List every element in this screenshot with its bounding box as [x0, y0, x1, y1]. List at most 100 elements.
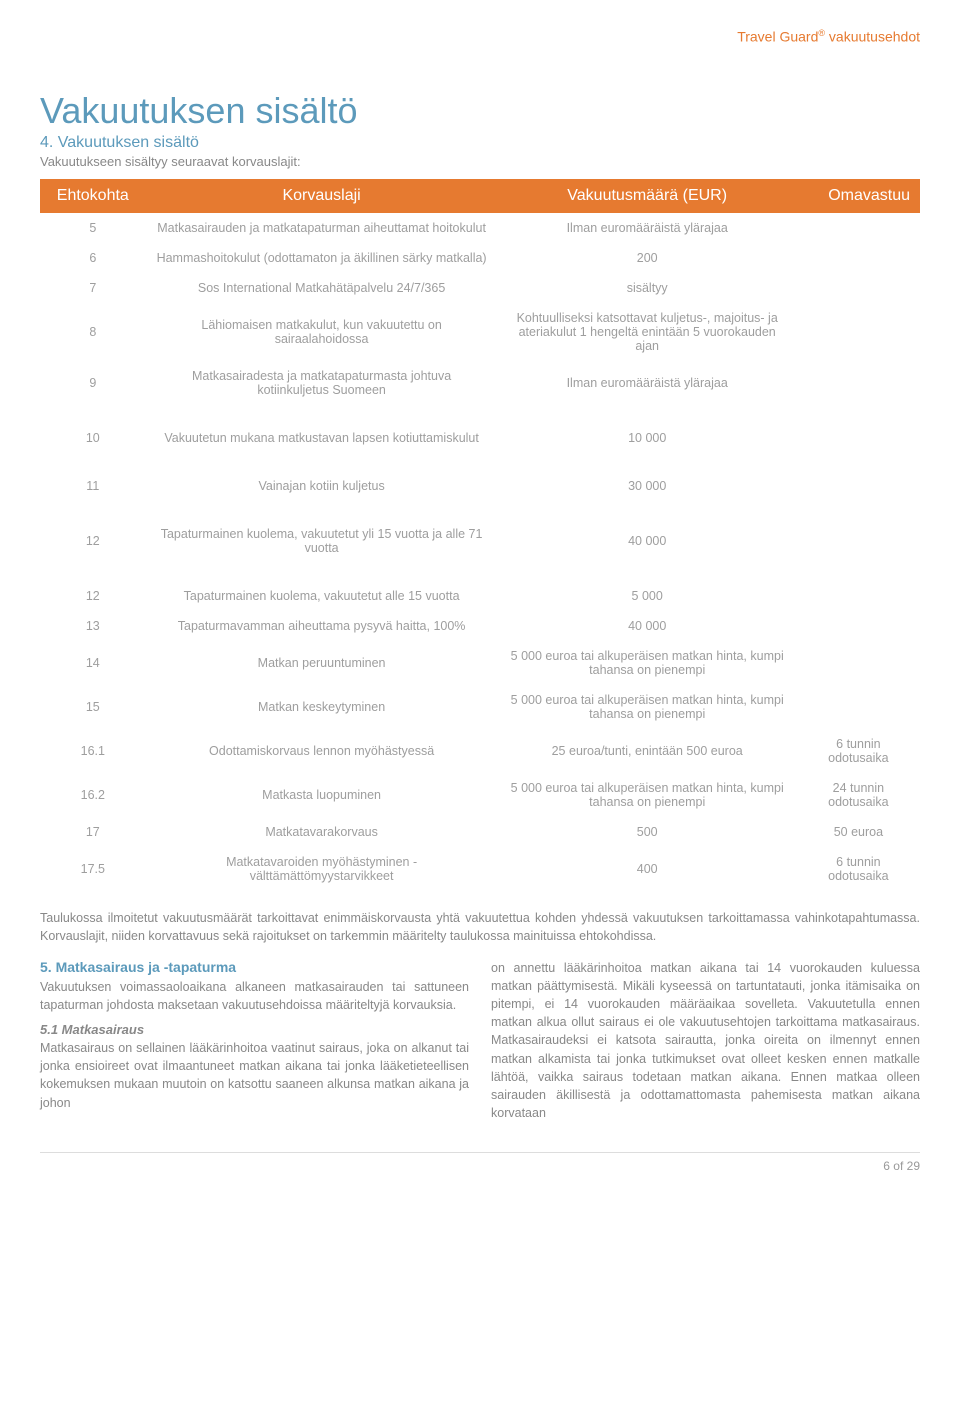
cell-c4 [797, 273, 920, 303]
table-row [40, 405, 920, 423]
cell-c4 [797, 611, 920, 641]
brand-name: Travel Guard [737, 29, 818, 45]
page-title: Vakuutuksen sisältö [40, 90, 920, 132]
cell-c1: 9 [40, 361, 146, 405]
table-footnote: Taulukossa ilmoitetut vakuutusmäärät tar… [40, 909, 920, 945]
coverage-tbody: 5Matkasairauden ja matkatapaturman aiheu… [40, 213, 920, 891]
cell-c4 [797, 423, 920, 453]
cell-c1: 14 [40, 641, 146, 685]
cell-c2: Matkatavarakorvaus [146, 817, 498, 847]
cell-c1: 13 [40, 611, 146, 641]
cell-c2: Vakuutetun mukana matkustavan lapsen kot… [146, 423, 498, 453]
cell-c4 [797, 471, 920, 501]
cell-c3: 400 [498, 847, 797, 891]
table-row: 17Matkatavarakorvaus50050 euroa [40, 817, 920, 847]
cell-c3: 5 000 euroa tai alkuperäisen matkan hint… [498, 641, 797, 685]
cell-c2: Sos International Matkahätäpalvelu 24/7/… [146, 273, 498, 303]
th-omavastuu: Omavastuu [797, 179, 920, 213]
cell-c3: 500 [498, 817, 797, 847]
table-row: 7Sos International Matkahätäpalvelu 24/7… [40, 273, 920, 303]
table-row: 13Tapaturmavamman aiheuttama pysyvä hait… [40, 611, 920, 641]
table-row: 5Matkasairauden ja matkatapaturman aiheu… [40, 213, 920, 243]
cell-c3: Ilman euromääräistä ylärajaa [498, 213, 797, 243]
cell-c1: 8 [40, 303, 146, 361]
cell-c2: Hammashoitokulut (odottamaton ja äkillin… [146, 243, 498, 273]
table-row: 11Vainajan kotiin kuljetus30 000 [40, 471, 920, 501]
cell-c1: 17 [40, 817, 146, 847]
table-row: 12Tapaturmainen kuolema, vakuutetut yli … [40, 519, 920, 563]
cell-c4: 24 tunnin odotusaika [797, 773, 920, 817]
cell-c1: 5 [40, 213, 146, 243]
cell-c3: 10 000 [498, 423, 797, 453]
cell-c1: 10 [40, 423, 146, 453]
cell-c3: Ilman euromääräistä ylärajaa [498, 361, 797, 405]
spacer-cell [40, 501, 920, 519]
cell-c3: 200 [498, 243, 797, 273]
section-5-1-title: 5.1 Matkasairaus [40, 1022, 469, 1037]
table-row [40, 453, 920, 471]
cell-c1: 15 [40, 685, 146, 729]
spacer-cell [40, 405, 920, 423]
header-brand-line: Travel Guard® vakuutusehdot [40, 28, 920, 45]
cell-c2: Tapaturmavamman aiheuttama pysyvä haitta… [146, 611, 498, 641]
left-column: 5. Matkasairaus ja -tapaturma Vakuutukse… [40, 959, 469, 1122]
section-4-desc: Vakuutukseen sisältyy seuraavat korvausl… [40, 154, 920, 169]
cell-c4 [797, 303, 920, 361]
table-row: 16.1Odottamiskorvaus lennon myöhästyessä… [40, 729, 920, 773]
cell-c1: 7 [40, 273, 146, 303]
cell-c2: Matkasta luopuminen [146, 773, 498, 817]
cell-c1: 16.1 [40, 729, 146, 773]
th-korvauslaji: Korvauslaji [146, 179, 498, 213]
cell-c1: 12 [40, 519, 146, 563]
cell-c2: Tapaturmainen kuolema, vakuutetut alle 1… [146, 581, 498, 611]
cell-c1: 6 [40, 243, 146, 273]
table-row: 10Vakuutetun mukana matkustavan lapsen k… [40, 423, 920, 453]
cell-c2: Matkatavaroiden myöhästyminen - välttämä… [146, 847, 498, 891]
table-row: 12Tapaturmainen kuolema, vakuutetut alle… [40, 581, 920, 611]
cell-c1: 17.5 [40, 847, 146, 891]
cell-c3: 25 euroa/tunti, enintään 500 euroa [498, 729, 797, 773]
cell-c2: Matkasairauden ja matkatapaturman aiheut… [146, 213, 498, 243]
cell-c2: Matkan peruuntuminen [146, 641, 498, 685]
cell-c4: 6 tunnin odotusaika [797, 729, 920, 773]
cell-c1: 16.2 [40, 773, 146, 817]
cell-c3: 30 000 [498, 471, 797, 501]
brand-suffix: vakuutusehdot [825, 29, 920, 45]
cell-c4 [797, 243, 920, 273]
right-column: on annettu lääkärinhoitoa matkan aikana … [491, 959, 920, 1122]
coverage-table: Ehtokohta Korvauslaji Vakuutusmäärä (EUR… [40, 179, 920, 891]
cell-c4 [797, 581, 920, 611]
cell-c4 [797, 685, 920, 729]
cell-c2: Matkan keskeytyminen [146, 685, 498, 729]
section-5-1-text: Matkasairaus on sellainen lääkärinhoitoa… [40, 1039, 469, 1112]
table-row: 15Matkan keskeytyminen5 000 euroa tai al… [40, 685, 920, 729]
table-row: 16.2Matkasta luopuminen5 000 euroa tai a… [40, 773, 920, 817]
spacer-cell [40, 453, 920, 471]
cell-c3: 5 000 euroa tai alkuperäisen matkan hint… [498, 685, 797, 729]
two-column-body: 5. Matkasairaus ja -tapaturma Vakuutukse… [40, 959, 920, 1122]
table-row: 6Hammashoitokulut (odottamaton ja äkilli… [40, 243, 920, 273]
table-row [40, 501, 920, 519]
page-footer: 6 of 29 [40, 1152, 920, 1173]
page-root: Travel Guard® vakuutusehdot Vakuutuksen … [0, 0, 960, 1198]
cell-c3: 40 000 [498, 519, 797, 563]
th-ehtokohta: Ehtokohta [40, 179, 146, 213]
section-5-right-text: on annettu lääkärinhoitoa matkan aikana … [491, 959, 920, 1122]
table-row [40, 563, 920, 581]
cell-c4 [797, 641, 920, 685]
cell-c2: Vainajan kotiin kuljetus [146, 471, 498, 501]
section-5-p1: Vakuutuksen voimassaoloaikana alkaneen m… [40, 978, 469, 1014]
section-4-title: 4. Vakuutuksen sisältö [40, 134, 920, 152]
cell-c4 [797, 519, 920, 563]
th-vakuutusmaara: Vakuutusmäärä (EUR) [498, 179, 797, 213]
cell-c2: Matkasairadesta ja matkatapaturmasta joh… [146, 361, 498, 405]
cell-c1: 12 [40, 581, 146, 611]
cell-c3: 40 000 [498, 611, 797, 641]
cell-c3: 5 000 euroa tai alkuperäisen matkan hint… [498, 773, 797, 817]
cell-c3: sisältyy [498, 273, 797, 303]
table-row: 8Lähiomaisen matkakulut, kun vakuutettu … [40, 303, 920, 361]
cell-c4: 6 tunnin odotusaika [797, 847, 920, 891]
cell-c3: Kohtuulliseksi katsottavat kuljetus-, ma… [498, 303, 797, 361]
cell-c1: 11 [40, 471, 146, 501]
cell-c2: Odottamiskorvaus lennon myöhästyessä [146, 729, 498, 773]
